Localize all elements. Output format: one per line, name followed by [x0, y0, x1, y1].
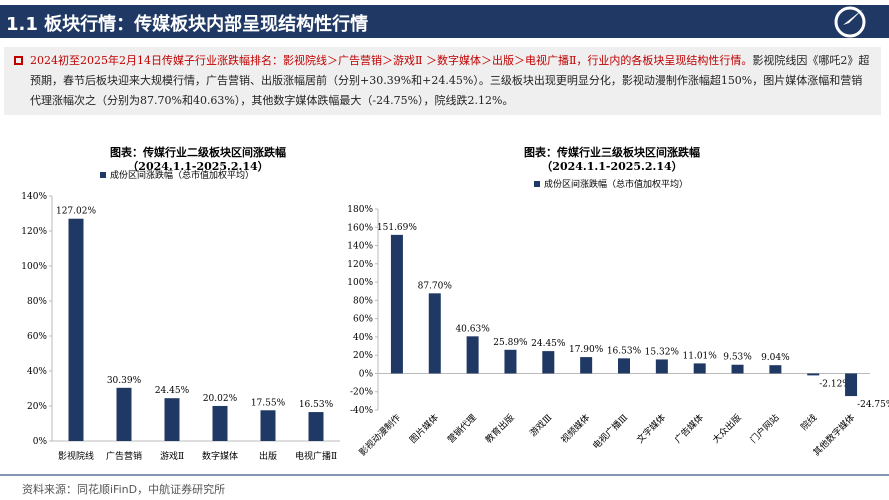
legend-label: 成份区间涨跌幅（总市值加权平均）: [544, 178, 688, 190]
bar: [845, 373, 858, 397]
y-tick-label: 0%: [33, 437, 48, 447]
chart-title: 图表：传媒行业二级板块区间涨跌幅: [110, 145, 286, 159]
y-tick-label: 40%: [353, 333, 373, 343]
x-tick-label: 文字媒体: [634, 412, 668, 446]
bar: [618, 358, 630, 374]
bar: [655, 359, 668, 374]
y-tick-label: 80%: [353, 296, 373, 306]
y-tick-label: -40%: [350, 406, 373, 416]
bar: [260, 410, 276, 441]
data-label: 16.53%: [299, 400, 334, 410]
bar: [731, 364, 744, 374]
y-tick-label: 140%: [347, 242, 373, 252]
y-tick-label: 20%: [27, 402, 47, 412]
bar: [466, 336, 479, 374]
bullet-icon: [14, 56, 23, 65]
data-label: 15.32%: [645, 347, 680, 357]
source-note: 资料来源：同花顺iFinD，中航证券研究所: [22, 483, 226, 496]
chart-title: 图表：传媒行业三级板块区间涨跌幅: [524, 145, 700, 159]
footer-divider: [0, 474, 889, 476]
data-label: 87.70%: [418, 281, 453, 291]
legend-swatch: [534, 181, 540, 187]
data-label: -2.12%: [819, 379, 851, 389]
y-tick-label: 120%: [21, 227, 47, 237]
bar: [580, 357, 593, 374]
chart-subtitle: （2024.1.1-2025.2.14）: [541, 160, 682, 173]
y-tick-label: 40%: [27, 367, 47, 377]
bar: [769, 365, 782, 374]
summary-highlight: 2024初至2025年2月14日传媒子行业涨跌幅排名：影视院线＞广告营销＞游戏Ⅱ…: [30, 54, 753, 67]
data-label: -24.75%: [857, 400, 889, 410]
bar: [542, 351, 555, 374]
x-tick-label: 教育出版: [483, 412, 517, 446]
bar: [504, 349, 517, 374]
bar: [116, 387, 132, 441]
y-tick-label: 100%: [21, 262, 47, 272]
x-tick-label: 广告媒体: [672, 412, 706, 446]
x-tick-label: 电视广播Ⅲ: [590, 411, 630, 451]
data-label: 17.90%: [569, 345, 604, 355]
x-tick-label: 数字媒体: [202, 450, 238, 462]
data-label: 127.02%: [56, 207, 96, 217]
bar: [693, 363, 706, 374]
data-label: 24.45%: [155, 386, 190, 396]
data-label: 40.63%: [455, 324, 490, 334]
x-tick-label: 图片媒体: [407, 412, 441, 446]
data-label: 9.04%: [761, 353, 790, 363]
y-tick-label: 60%: [353, 315, 373, 325]
data-label: 17.55%: [251, 398, 286, 408]
y-tick-label: 0%: [359, 369, 374, 379]
summary-box: 2024初至2025年2月14日传媒子行业涨跌幅排名：影视院线＞广告营销＞游戏Ⅱ…: [4, 47, 881, 115]
x-tick-label: 出版: [259, 450, 277, 462]
bar: [807, 373, 820, 376]
x-tick-label: 影视动漫制作: [356, 412, 403, 459]
x-tick-label: 营销代理: [445, 412, 479, 446]
data-label: 25.89%: [493, 338, 528, 348]
header-bar: 1.1 板块行情：传媒板块内部呈现结构性行情: [0, 5, 889, 38]
x-tick-label: 院线: [798, 412, 819, 433]
y-tick-label: 20%: [353, 351, 373, 361]
x-tick-label: 广告营销: [106, 450, 142, 462]
x-tick-label: 门户网站: [748, 412, 782, 446]
page-title: 1.1 板块行情：传媒板块内部呈现结构性行情: [6, 14, 369, 35]
x-tick-label: 电视广播Ⅱ: [295, 450, 337, 462]
data-label: 9.53%: [723, 353, 752, 363]
data-label: 30.39%: [107, 376, 142, 386]
bar: [164, 398, 180, 441]
y-tick-label: 120%: [347, 260, 373, 270]
data-label: 11.01%: [683, 351, 718, 361]
y-tick-label: 60%: [27, 332, 47, 342]
x-tick-label: 影视院线: [58, 450, 94, 462]
data-label: 16.53%: [607, 346, 642, 356]
bar: [390, 234, 403, 374]
y-tick-label: 100%: [347, 278, 373, 288]
data-label: 151.69%: [377, 223, 417, 233]
data-label: 20.02%: [203, 394, 238, 404]
data-label: 24.45%: [531, 339, 566, 349]
y-tick-label: 180%: [347, 205, 373, 215]
bar: [68, 218, 84, 441]
y-tick-label: -20%: [350, 388, 373, 398]
y-tick-label: 140%: [21, 192, 47, 202]
bar: [308, 412, 324, 441]
y-tick-label: 160%: [347, 223, 373, 233]
legend-swatch: [100, 172, 106, 178]
x-tick-label: 大众出版: [710, 412, 744, 446]
bar: [212, 405, 228, 441]
x-tick-label: 视频媒体: [558, 412, 592, 446]
chart-subtitle: （2024.1.1-2025.2.14）: [127, 160, 268, 173]
bar: [428, 293, 441, 374]
legend-label: 成份区间涨跌幅（总市值加权平均）: [110, 169, 254, 181]
x-tick-label: 游戏Ⅱ: [160, 450, 184, 462]
x-tick-label: 游戏Ⅲ: [527, 411, 555, 439]
company-logo-icon: [834, 6, 866, 38]
y-tick-label: 80%: [27, 297, 47, 307]
summary-body: 影视院线因《哪吒2》超预期，春节后板块迎来大规模行情，广告营销、出版涨幅居前（分…: [30, 54, 870, 107]
